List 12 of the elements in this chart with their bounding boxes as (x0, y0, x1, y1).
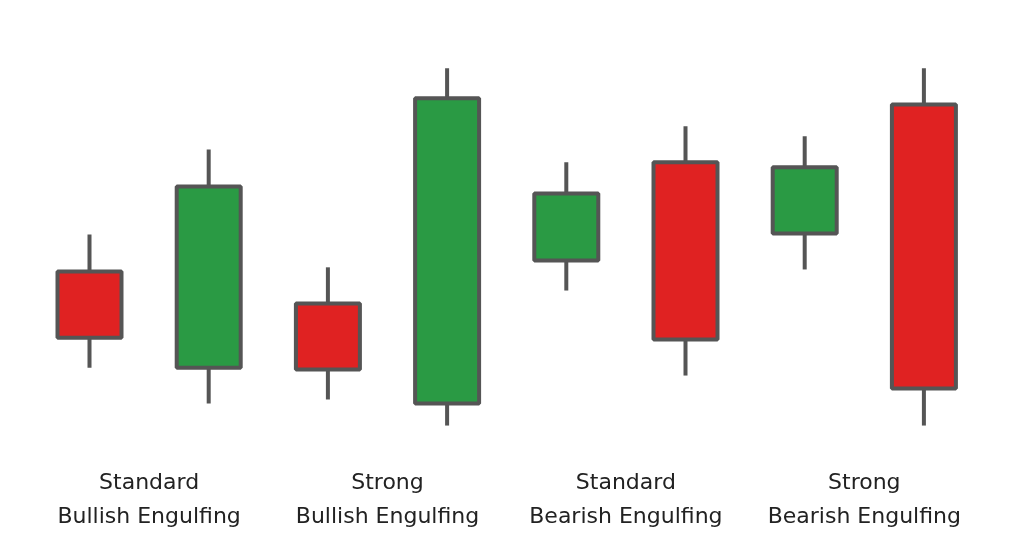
candlestick (770, 136, 839, 270)
candlestick (651, 126, 720, 376)
candlestick (413, 68, 482, 426)
candlestick (293, 267, 362, 400)
candlestick (174, 149, 243, 404)
text: Strong Bearish Engulfing (767, 469, 961, 529)
text: Standard Bearish Engulfing (529, 469, 723, 529)
candlestick (55, 234, 124, 368)
candlestick (889, 68, 958, 426)
text: Standard Bullish Engulfing (57, 469, 241, 529)
candlestick (532, 162, 601, 291)
text: Strong Bullish Engulfing (295, 469, 480, 529)
